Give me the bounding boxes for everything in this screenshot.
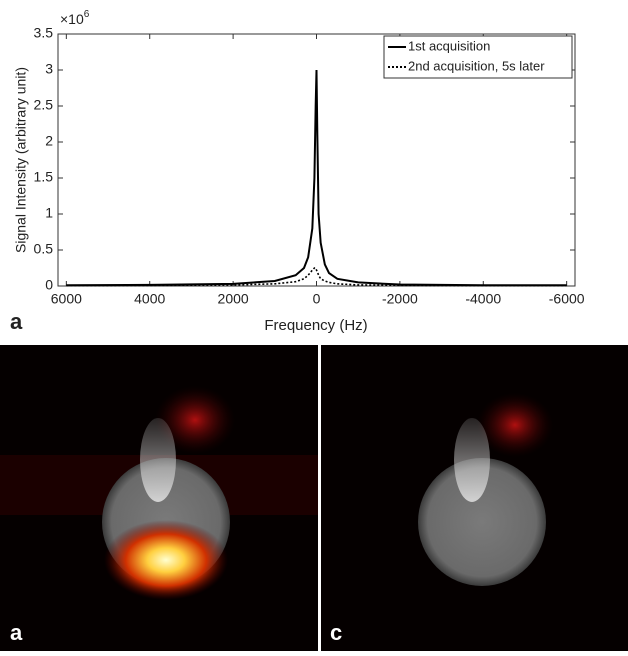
panel-label: c <box>330 620 342 645</box>
series-line <box>66 69 567 287</box>
x-tick-label: -6000 <box>549 291 585 307</box>
y-tick-label: 3 <box>45 61 53 77</box>
image-right: c <box>321 345 628 651</box>
x-tick-label: 0 <box>313 291 321 307</box>
y-tick-label: 0.5 <box>34 241 54 257</box>
y-axis-label: Signal Intensity (arbitrary unit) <box>13 67 29 253</box>
y-tick-label: 0 <box>45 277 53 293</box>
y-tick-label: 2.5 <box>34 97 54 113</box>
panel-label: a <box>10 620 23 645</box>
x-tick-label: 6000 <box>51 291 82 307</box>
y-tick-label: 1.5 <box>34 169 54 185</box>
x-tick-label: -4000 <box>465 291 501 307</box>
y-multiplier-base: ×10 <box>60 11 84 27</box>
y-multiplier: ×106 <box>60 9 90 27</box>
y-multiplier-exponent: 6 <box>84 9 90 20</box>
panel-label: a <box>10 309 23 334</box>
y-tick-label: 1 <box>45 205 53 221</box>
y-tick-label: 2 <box>45 133 53 149</box>
legend-box <box>383 35 573 79</box>
series-line <box>66 267 567 287</box>
divider <box>318 345 321 651</box>
y-tick-label: 3.5 <box>34 25 54 41</box>
image-left: a <box>0 345 318 651</box>
legend-label: 2nd acquisition, 5s later <box>408 58 545 73</box>
x-tick-label: -2000 <box>382 291 418 307</box>
x-tick-label: 2000 <box>218 291 249 307</box>
legend-label: 1st acquisition <box>408 38 490 53</box>
x-tick-label: 4000 <box>134 291 165 307</box>
x-axis-label: Frequency (Hz) <box>264 317 367 334</box>
